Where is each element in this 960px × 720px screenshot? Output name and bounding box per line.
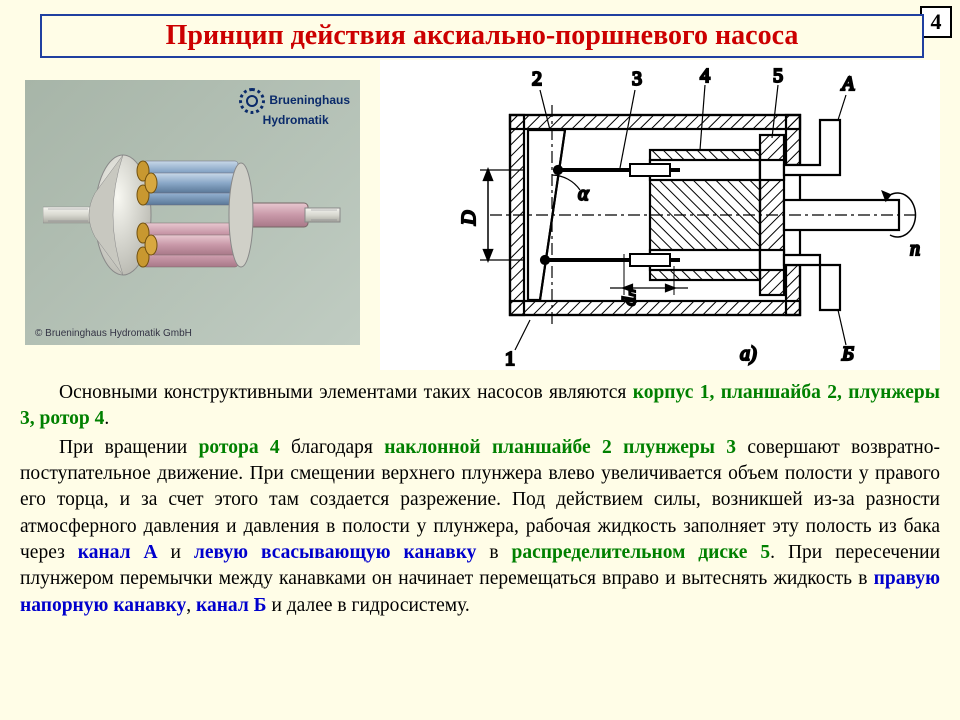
schematic-diagram: D α dₙ n 1 2 3 4 5 A bbox=[380, 60, 940, 370]
logo-text-2: Hydromatik bbox=[263, 113, 329, 127]
term: канал Б bbox=[196, 595, 267, 616]
term: левую всасывающую канавку bbox=[194, 542, 477, 563]
svg-text:2: 2 bbox=[532, 68, 542, 90]
svg-text:4: 4 bbox=[700, 65, 710, 87]
svg-text:D: D bbox=[458, 210, 480, 226]
svg-text:dₙ: dₙ bbox=[619, 289, 639, 306]
text: , bbox=[186, 595, 196, 616]
svg-text:Б: Б bbox=[841, 343, 854, 365]
svg-text:n: n bbox=[910, 238, 920, 260]
gear-icon bbox=[239, 88, 265, 114]
text: и далее в гидросистему. bbox=[267, 595, 470, 616]
page-number: 4 bbox=[920, 6, 952, 38]
text: Основными конструктивными элементами так… bbox=[59, 382, 633, 403]
text: При вращении bbox=[59, 437, 199, 458]
copyright-text: © Brueninghaus Hydromatik GmbH bbox=[35, 328, 192, 339]
brand-logo: Brueninghaus Hydromatik bbox=[239, 88, 350, 127]
svg-text:5: 5 bbox=[773, 65, 783, 87]
term: наклонной планшайбе 2 плунжеры 3 bbox=[384, 437, 736, 458]
svg-text:α: α bbox=[578, 183, 589, 205]
text: . bbox=[104, 408, 109, 429]
page-title: Принцип действия аксиально-поршневого на… bbox=[40, 14, 924, 58]
pump-3d-svg bbox=[43, 103, 343, 323]
svg-text:A: A bbox=[840, 73, 855, 95]
svg-text:1: 1 bbox=[505, 348, 515, 370]
text: в bbox=[476, 542, 511, 563]
body-text: Основными конструктивными элементами так… bbox=[20, 380, 940, 621]
logo-text-1: Brueninghaus bbox=[269, 93, 350, 107]
pump-3d-image: Brueninghaus Hydromatik bbox=[25, 80, 360, 345]
term: распределительном диске 5 bbox=[512, 542, 771, 563]
term: ротора 4 bbox=[199, 437, 280, 458]
text: и bbox=[158, 542, 194, 563]
svg-text:3: 3 bbox=[632, 68, 642, 90]
svg-text:а): а) bbox=[740, 343, 757, 365]
term: канал А bbox=[78, 542, 158, 563]
text: благодаря bbox=[280, 437, 385, 458]
